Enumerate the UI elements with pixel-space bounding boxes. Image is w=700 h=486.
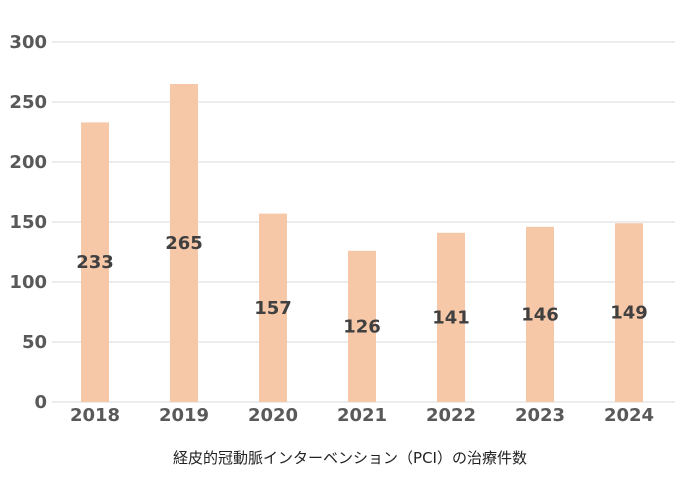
x-tick-label-2024: 2024: [604, 405, 654, 426]
data-label-2024: 149: [610, 303, 648, 324]
x-tick-label-2020: 2020: [248, 405, 298, 426]
bar-2020: [259, 213, 287, 402]
y-tick-label: 150: [9, 212, 47, 233]
x-tick-label-2018: 2018: [70, 405, 120, 426]
y-tick-label: 200: [9, 152, 47, 173]
bars: [81, 84, 643, 403]
data-labels: 233 265 157 126 141 146 149: [76, 233, 648, 337]
y-tick-label: 300: [9, 32, 47, 53]
data-label-2020: 157: [254, 298, 292, 319]
bar-2018: [81, 122, 109, 403]
y-axis-ticks: 0 50 100 150 200 250 300: [9, 32, 47, 413]
y-tick-label: 50: [22, 332, 47, 353]
y-tick-label: 100: [9, 272, 47, 293]
chart-caption: 経皮的冠動脈インターベンション（PCI）の治療件数: [173, 449, 527, 467]
x-tick-label-2019: 2019: [159, 405, 209, 426]
bar-2024: [615, 223, 643, 402]
data-label-2021: 126: [343, 316, 381, 337]
y-tick-label: 250: [9, 92, 47, 113]
x-axis-ticks: 2018 2019 2020 2021 2022 2023 2024: [70, 405, 654, 426]
bar-2023: [526, 226, 554, 402]
bar-2021: [348, 250, 376, 402]
bar-2022: [437, 232, 465, 402]
data-label-2018: 233: [76, 252, 114, 273]
data-label-2022: 141: [432, 307, 470, 328]
y-tick-label: 0: [34, 392, 47, 413]
data-label-2019: 265: [165, 233, 203, 254]
x-tick-label-2023: 2023: [515, 405, 565, 426]
x-tick-label-2021: 2021: [337, 405, 387, 426]
data-label-2023: 146: [521, 304, 559, 325]
x-tick-label-2022: 2022: [426, 405, 476, 426]
bar-2019: [170, 84, 198, 402]
